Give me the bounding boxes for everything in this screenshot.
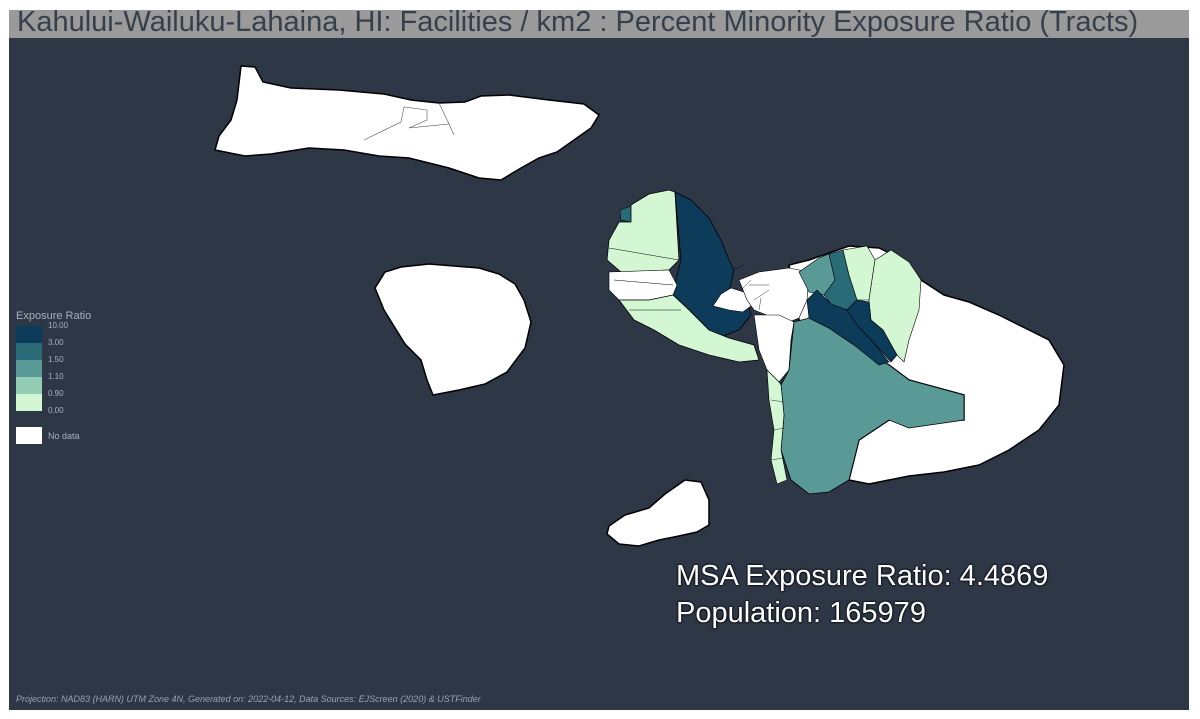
tract-wm-lines [608, 247, 681, 311]
tract-north-dark-1 [806, 289, 890, 366]
legend: Exposure Ratio 10.00 3.00 1.50 1.10 0.90 0.00… [16, 310, 91, 445]
legend-tick: 3.00 [48, 338, 64, 347]
legend-swatch [16, 360, 42, 377]
tract-central-lines [733, 264, 770, 311]
tract-wm-west-white [608, 269, 678, 301]
population-stat: Population: 165979 [676, 597, 926, 629]
legend-no-data: No data [16, 427, 91, 445]
legend-tick: 0.90 [48, 389, 64, 398]
legend-title: Exposure Ratio [16, 310, 92, 322]
legend-swatch [16, 326, 42, 343]
legend-scale: 10.00 3.00 1.50 1.10 0.90 0.00 [16, 321, 91, 415]
legend-no-data-swatch [16, 427, 42, 444]
legend-tick: 0.00 [48, 406, 64, 415]
tract-kihei-light [766, 369, 788, 485]
tract-wm-south-light [618, 294, 760, 363]
legend-class: 0.90 [16, 389, 91, 411]
choropleth-map [214, 65, 1065, 547]
island-lanai [374, 263, 532, 396]
legend-swatch [16, 394, 42, 411]
map-frame: Kahului-Wailuku-Lahaina, HI: Facilities … [9, 10, 1189, 710]
legend-tick: 1.10 [48, 372, 64, 381]
legend-class: 3.00 [16, 338, 91, 360]
tract-wm-north-light [606, 189, 680, 273]
island-kahoolawe [606, 479, 710, 547]
footer-credits: Projection: NAD83 (HARN) UTM Zone 4N, Ge… [16, 694, 481, 704]
tract-kihei-lines [770, 399, 785, 461]
title-bar: Kahului-Wailuku-Lahaina, HI: Facilities … [9, 10, 1189, 38]
map-title: Kahului-Wailuku-Lahaina, HI: Facilities … [17, 10, 1139, 38]
legend-class: 1.10 [16, 372, 91, 394]
tract-central-white [738, 267, 810, 323]
legend-class: 10.00 [16, 321, 91, 343]
legend-swatch [16, 377, 42, 394]
tract-north-dark-2 [846, 299, 898, 363]
msa-exposure-ratio: MSA Exposure Ratio: 4.4869 [676, 560, 1049, 592]
legend-class-end: 0.00 [16, 406, 91, 415]
legend-swatch [16, 343, 42, 360]
legend-tick: 1.50 [48, 355, 64, 364]
legend-class: 1.50 [16, 355, 91, 377]
legend-tick: 10.00 [48, 321, 69, 330]
molokai-tract-lines [363, 102, 455, 141]
legend-no-data-label: No data [48, 431, 80, 441]
island-molokai [214, 65, 601, 181]
